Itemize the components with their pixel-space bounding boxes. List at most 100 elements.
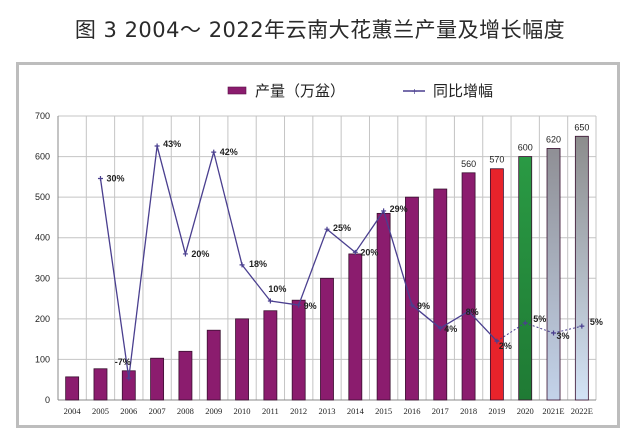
y-tick-label: 500 bbox=[35, 192, 50, 202]
growth-label: 25% bbox=[333, 223, 351, 233]
growth-line-segment bbox=[156, 145, 187, 255]
growth-label: 4% bbox=[444, 324, 457, 334]
growth-label: 18% bbox=[249, 259, 267, 269]
growth-label: 20% bbox=[191, 249, 209, 259]
x-tick-label: 2012 bbox=[290, 406, 307, 416]
growth-line-segment bbox=[354, 210, 385, 253]
growth-line-segment bbox=[496, 322, 526, 342]
bar-2020 bbox=[518, 156, 533, 401]
growth-point-2015 bbox=[381, 208, 387, 214]
growth-point-2016 bbox=[409, 302, 415, 308]
x-tick-label: 2008 bbox=[177, 406, 194, 416]
x-tick-label: 2015 bbox=[375, 406, 392, 416]
legend-line-marker-icon: + bbox=[411, 87, 418, 96]
growth-point-2022E bbox=[579, 323, 585, 329]
growth-label: 10% bbox=[268, 284, 286, 294]
bar-2014 bbox=[348, 253, 363, 401]
y-tick-label: 0 bbox=[45, 395, 50, 405]
growth-point-2009 bbox=[211, 149, 217, 155]
growth-line-segment bbox=[468, 310, 498, 342]
growth-point-2020 bbox=[522, 320, 528, 326]
bar-2010 bbox=[235, 318, 249, 401]
growth-label: 9% bbox=[417, 301, 430, 311]
chart: 560 570 600 620 650 30% -7% 43% 20% 42% 18% 10% 9% 25… bbox=[35, 82, 603, 416]
figure-title: 图 3 2004～ 2022年云南大花蕙兰产量及增长幅度 bbox=[74, 18, 566, 42]
x-tick-label: 2013 bbox=[319, 406, 336, 416]
chart-frame: 560 570 600 620 650 30% -7% 43% 20% 42% 18% 10% 9% 25… bbox=[16, 62, 620, 428]
bar-2019 bbox=[489, 168, 504, 401]
growth-line-segment bbox=[383, 210, 413, 306]
growth-label: 30% bbox=[106, 173, 124, 183]
growth-point-2008 bbox=[182, 251, 188, 257]
growth-label: 3% bbox=[557, 331, 570, 341]
x-tick-label: 2011 bbox=[262, 406, 279, 416]
x-tick-label: 2018 bbox=[460, 406, 477, 416]
bar-2009 bbox=[206, 329, 221, 401]
bar-2015 bbox=[376, 212, 391, 401]
growth-point-2014 bbox=[352, 249, 358, 255]
bar-2006 bbox=[121, 370, 136, 401]
bar-2011 bbox=[263, 310, 278, 401]
growth-line-segment bbox=[553, 325, 582, 334]
bar-value-label: 600 bbox=[518, 143, 533, 153]
growth-line-segment bbox=[525, 322, 554, 334]
growth-label: 9% bbox=[304, 301, 317, 311]
growth-label: 5% bbox=[533, 314, 546, 324]
x-tick-label: 2021E bbox=[542, 406, 564, 416]
x-tick-label: 2014 bbox=[347, 406, 365, 416]
legend: 产量（万盆） + 同比增幅 bbox=[227, 82, 493, 100]
growth-line-segment bbox=[439, 310, 469, 329]
bar-value-label: 570 bbox=[489, 155, 504, 165]
x-tick-label: 2009 bbox=[205, 406, 222, 416]
x-tick-label: 2020 bbox=[517, 406, 534, 416]
growth-line-segment bbox=[213, 151, 243, 266]
bars bbox=[65, 135, 589, 401]
growth-point-2006 bbox=[126, 375, 132, 381]
growth-label: -7% bbox=[115, 357, 131, 367]
legend-bar-label: 产量（万盆） bbox=[255, 82, 345, 100]
growth-label: 29% bbox=[390, 204, 408, 214]
growth-line-segment bbox=[326, 228, 356, 253]
y-tick-label: 600 bbox=[35, 152, 50, 162]
grid bbox=[57, 115, 597, 401]
growth-line-segment bbox=[241, 264, 271, 302]
growth-line-segment bbox=[128, 145, 158, 379]
growth-label: 43% bbox=[163, 139, 181, 149]
bar-2021E bbox=[546, 148, 561, 401]
growth-line-segment bbox=[99, 178, 130, 379]
x-tick-label: 2019 bbox=[488, 406, 505, 416]
growth-point-2021E bbox=[551, 330, 557, 336]
legend-bar-swatch bbox=[227, 86, 247, 95]
x-tick-label: 2017 bbox=[432, 406, 449, 416]
bar-value-label: 650 bbox=[574, 122, 589, 132]
y-tick-label: 400 bbox=[35, 233, 50, 243]
legend-line-label: 同比增幅 bbox=[433, 82, 493, 100]
x-tick-label: 2006 bbox=[120, 406, 137, 416]
bar-2005 bbox=[93, 368, 108, 401]
growth-label: 8% bbox=[466, 307, 479, 317]
x-tick-label: 2022E bbox=[571, 406, 593, 416]
y-tick-label: 200 bbox=[35, 314, 50, 324]
growth-label: 20% bbox=[360, 247, 378, 257]
bar-2018 bbox=[461, 172, 476, 401]
growth-line-segment bbox=[298, 228, 328, 306]
bar-2017 bbox=[433, 188, 448, 401]
growth-point-2005 bbox=[97, 175, 103, 181]
x-tick-label: 2007 bbox=[149, 406, 166, 416]
bar-2022E bbox=[574, 135, 589, 401]
bar-2013 bbox=[320, 277, 334, 401]
bar-2004 bbox=[65, 376, 80, 401]
bar-2012 bbox=[291, 299, 306, 401]
x-tick-label: 2004 bbox=[64, 406, 82, 416]
growth-line bbox=[97, 143, 585, 381]
y-tick-label: 100 bbox=[35, 354, 50, 364]
y-axis: 0 100 200 300 400 500 600 700 bbox=[35, 111, 50, 405]
growth-line-segment bbox=[411, 304, 441, 329]
growth-point-2018 bbox=[466, 308, 472, 314]
bar-value-label: 560 bbox=[461, 159, 476, 169]
y-tick-label: 300 bbox=[35, 273, 50, 283]
bar-2016 bbox=[405, 196, 419, 401]
growth-line-segment bbox=[184, 151, 215, 255]
growth-point-2010 bbox=[239, 262, 245, 268]
growth-point-2011 bbox=[267, 298, 273, 304]
